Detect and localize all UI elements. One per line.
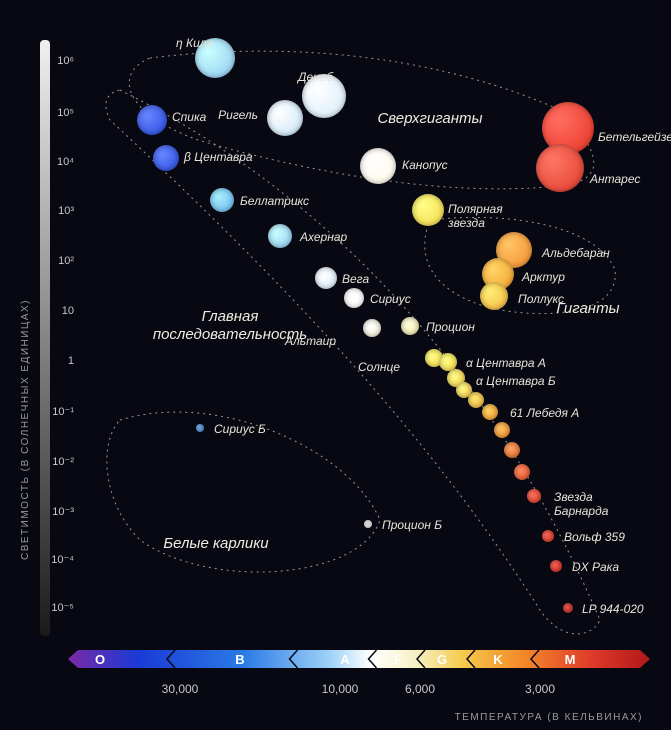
star-2 (267, 100, 303, 136)
star-17 (363, 319, 381, 337)
star-33 (196, 424, 204, 432)
star-label-32: LP 944-020 (582, 602, 644, 616)
star-label-5: Бетельгейзе (598, 130, 671, 144)
star-7 (360, 148, 396, 184)
star-label-11: Ахернар (300, 230, 347, 244)
star-25 (494, 422, 510, 438)
spectral-bar (68, 650, 650, 668)
y-tick-4: 10² (34, 255, 74, 267)
x-tick-3: 3,000 (525, 682, 555, 696)
star-label-18: Процион (426, 320, 475, 334)
star-label-33: Сириус Б (214, 422, 266, 436)
star-9 (412, 194, 444, 226)
star-6 (536, 144, 584, 192)
star-14 (480, 282, 508, 310)
star-label-13: Арктур (522, 270, 565, 284)
star-label-30: Вольф 359 (564, 530, 625, 544)
y-tick-3: 10³ (34, 205, 74, 217)
y-tick-6: 1 (34, 355, 74, 367)
star-label-7: Канопус (402, 158, 448, 172)
star-34 (364, 520, 372, 528)
star-label-15: Вега (342, 272, 369, 286)
star-26 (504, 442, 520, 458)
star-label-19: Солнце (358, 360, 400, 374)
y-tick-2: 10⁴ (34, 156, 74, 168)
region-label-1: Гиганты (556, 300, 619, 317)
region-label-0: Сверхгиганты (377, 110, 482, 127)
star-label-9: Полярная (448, 202, 503, 216)
star-18 (401, 317, 419, 335)
spectral-class-M: M (565, 652, 576, 667)
star-label-34: Процион Б (382, 518, 442, 532)
star-label-2: Ригель (218, 108, 258, 122)
y-tick-7: 10⁻¹ (34, 405, 74, 418)
star-24 (468, 392, 484, 408)
y-tick-0: 10⁶ (34, 55, 74, 67)
star-27 (514, 464, 530, 480)
star-label-4: β Центавра (184, 150, 253, 164)
x-tick-0: 30,000 (162, 682, 199, 696)
y-axis-title: СВЕТИМОСТЬ (В СОЛНЕЧНЫХ ЕДИНИЦАХ) (20, 299, 31, 560)
star-label-29: Барнарда (554, 504, 608, 518)
luminosity-gradient-bar (40, 40, 50, 636)
x-axis-title: ТЕМПЕРАТУРА (В КЕЛЬВИНАХ) (455, 712, 643, 723)
star-15 (315, 267, 337, 289)
star-label-0: η Киля (176, 36, 213, 50)
region-label-2: Белые карлики (163, 535, 268, 552)
star-label-16: Сириус (370, 292, 411, 306)
star-label-21: α Центавра Б (476, 374, 556, 388)
y-tick-1: 10⁵ (34, 107, 74, 119)
star-30 (542, 530, 554, 542)
star-32 (563, 603, 573, 613)
y-tick-5: 10 (34, 305, 74, 317)
star-label-28: Звезда (554, 490, 593, 504)
star-label-10: звезда (448, 216, 485, 230)
x-tick-2: 6,000 (405, 682, 435, 696)
star-label-12: Альдебаран (542, 246, 610, 260)
y-tick-8: 10⁻² (34, 455, 74, 468)
star-label-6: Антарес (590, 172, 640, 186)
spectral-class-K: K (493, 652, 502, 667)
star-28 (527, 489, 541, 503)
y-tick-11: 10⁻⁵ (34, 601, 74, 614)
y-tick-10: 10⁻⁴ (34, 553, 74, 566)
star-label-20: α Центавра A (466, 356, 546, 370)
star-8 (210, 188, 234, 212)
star-label-8: Беллатрикс (240, 194, 309, 208)
spectral-class-G: G (437, 652, 447, 667)
star-label-22: 61 Лебедя A (510, 406, 579, 420)
star-label-3: Спика (172, 110, 206, 124)
region-label-4: последовательность (153, 326, 307, 343)
star-31 (550, 560, 562, 572)
star-label-31: DX Рака (572, 560, 619, 574)
star-22 (482, 404, 498, 420)
spectral-class-O: O (95, 652, 105, 667)
star-3 (137, 105, 167, 135)
star-11 (268, 224, 292, 248)
hr-diagram: { "canvas": { "width": 671, "height": 73… (0, 0, 671, 730)
star-16 (344, 288, 364, 308)
star-4 (153, 145, 179, 171)
spectral-class-A: A (340, 652, 349, 667)
star-label-1: Денеб (298, 70, 333, 84)
x-tick-1: 10,000 (322, 682, 359, 696)
y-tick-9: 10⁻³ (34, 505, 74, 518)
spectral-class-B: B (235, 652, 244, 667)
spectral-class-F: F (394, 652, 402, 667)
region-label-3: Главная (202, 308, 259, 325)
